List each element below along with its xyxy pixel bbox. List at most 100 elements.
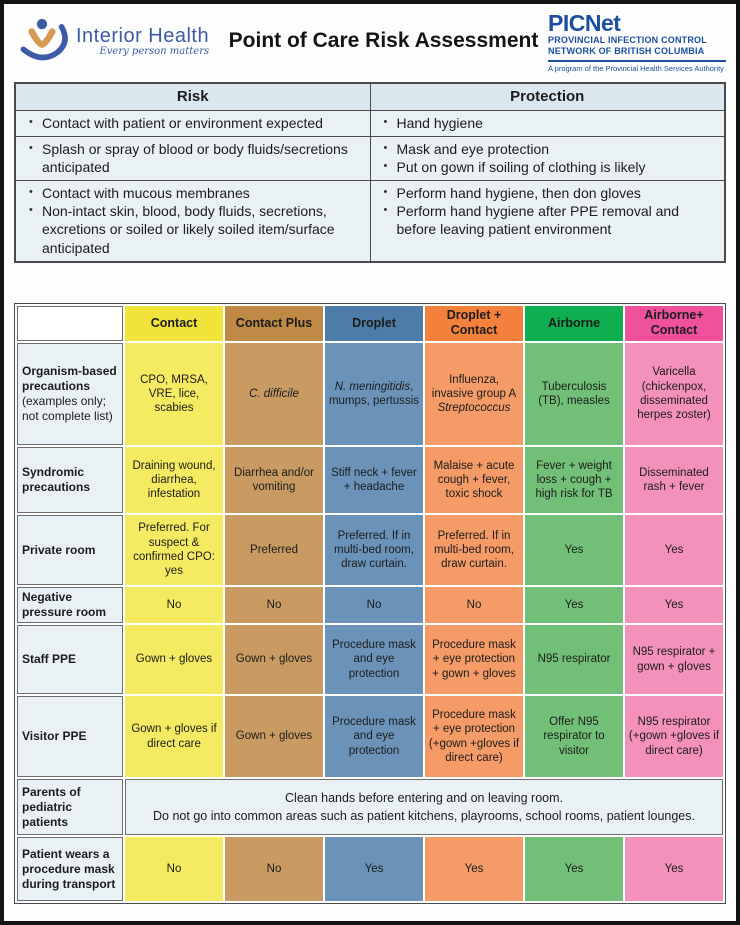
cell-syndromic-airborne: Fever + weight loss + cough + high risk … <box>525 447 623 514</box>
corner-cell <box>17 305 123 342</box>
cell-private-room-droplet-contact: Preferred. If in multi-bed room, draw cu… <box>425 515 523 586</box>
row-label-transport-mask: Patient wears a procedure mask during tr… <box>17 837 123 902</box>
row-label-staff-ppe: Staff PPE <box>17 625 123 695</box>
risk-cell: Contact with mucous membranes Non-intact… <box>14 180 371 263</box>
cell-organism-contact-plus: C. difficile <box>225 343 323 446</box>
picnet-line3: A program of the Provincial Health Servi… <box>548 63 724 73</box>
risk-row-3: Contact with mucous membranes Non-intact… <box>14 180 726 263</box>
risk-cell: Contact with patient or environment expe… <box>14 109 371 137</box>
row-label-syndromic: Syndromic precautions <box>17 447 123 514</box>
row-label-visitor-ppe: Visitor PPE <box>17 696 123 778</box>
cell-transport-mask-airborne: Yes <box>525 837 623 902</box>
cell-syndromic-contact-plus: Diarrhea and/or vomiting <box>225 447 323 514</box>
cell-syndromic-droplet-contact: Malaise + acute cough + fever, toxic sho… <box>425 447 523 514</box>
cell-visitor-ppe-airborne: Offer N95 respirator to visitor <box>525 696 623 778</box>
bullet-item: Hand hygiene <box>377 114 719 132</box>
col-header-contact: Contact <box>125 305 223 342</box>
cell-staff-ppe-droplet: Procedure mask and eye protection <box>325 625 423 695</box>
protection-header: Protection <box>369 82 726 111</box>
row-label-private-room: Private room <box>17 515 123 586</box>
header: Interior Health Every person matters Poi… <box>14 10 726 73</box>
protection-cell: Hand hygiene <box>369 109 726 137</box>
cell-private-room-airborne-contact: Yes <box>625 515 723 586</box>
private-room-row: Private room Preferred. For suspect & co… <box>17 515 723 586</box>
transport-mask-row: Patient wears a procedure mask during tr… <box>17 837 723 902</box>
risk-row-2: Splash or spray of blood or body fluids/… <box>14 135 726 182</box>
cell-visitor-ppe-contact-plus: Gown + gloves <box>225 696 323 778</box>
cell-organism-droplet: N. meningitidis, mumps, pertussis <box>325 343 423 446</box>
bullet-item: Perform hand hygiene after PPE removal a… <box>377 202 719 238</box>
cell-transport-mask-contact: No <box>125 837 223 902</box>
interior-health-logo: Interior Health Every person matters <box>14 15 219 68</box>
staff-ppe-row: Staff PPE Gown + gloves Gown + gloves Pr… <box>17 625 723 695</box>
risk-header: Risk <box>14 82 371 111</box>
interior-health-swoosh-icon <box>14 15 70 68</box>
column-header-row: Contact Contact Plus Droplet Droplet + C… <box>17 305 723 342</box>
cell-staff-ppe-contact-plus: Gown + gloves <box>225 625 323 695</box>
cell-syndromic-droplet: Stiff neck + fever + headache <box>325 447 423 514</box>
protection-cell: Perform hand hygiene, then don gloves Pe… <box>369 180 726 263</box>
cell-syndromic-airborne-contact: Disseminated rash + fever <box>625 447 723 514</box>
cell-negative-pressure-contact: No <box>125 587 223 624</box>
cell-transport-mask-airborne-contact: Yes <box>625 837 723 902</box>
organism-row: Organism-based precautions (examples onl… <box>17 343 723 446</box>
interior-health-name: Interior Health <box>76 25 210 47</box>
bullet-item: Perform hand hygiene, then don gloves <box>377 184 719 202</box>
cell-organism-airborne: Tuberculosis (TB), measles <box>525 343 623 446</box>
risk-protection-table: Risk Protection Contact with patient or … <box>14 82 726 263</box>
bullet-item: Contact with mucous membranes <box>22 184 364 202</box>
row-label-organism-note: (examples only; not complete list) <box>22 394 113 424</box>
parents-row: Parents of pediatric patients Clean hand… <box>17 779 723 836</box>
cell-private-room-contact-plus: Preferred <box>225 515 323 586</box>
picnet-line1: PROVINCIAL INFECTION CONTROL <box>548 35 707 45</box>
page-title: Point of Care Risk Assessment <box>228 29 539 52</box>
picnet-logo: PICNet PROVINCIAL INFECTION CONTROL NETW… <box>548 10 726 73</box>
bullet-item: Contact with patient or environment expe… <box>22 114 364 132</box>
bullet-item: Put on gown if soiling of clothing is li… <box>377 158 719 176</box>
row-label-negative-pressure: Negative pressure room <box>17 587 123 624</box>
parents-line-1: Clean hands before entering and on leavi… <box>285 790 563 805</box>
cell-transport-mask-droplet: Yes <box>325 837 423 902</box>
cell-visitor-ppe-airborne-contact: N95 respirator (+gown +gloves if direct … <box>625 696 723 778</box>
col-header-contact-plus: Contact Plus <box>225 305 323 342</box>
col-header-droplet-contact: Droplet + Contact <box>425 305 523 342</box>
risk-cell: Splash or spray of blood or body fluids/… <box>14 135 371 182</box>
cell-organism-contact: CPO, MRSA, VRE, lice, scabies <box>125 343 223 446</box>
cell-staff-ppe-airborne-contact: N95 respirator + gown + gloves <box>625 625 723 695</box>
cell-transport-mask-droplet-contact: Yes <box>425 837 523 902</box>
col-header-airborne: Airborne <box>525 305 623 342</box>
picnet-name: PICNet <box>548 10 621 36</box>
cell-organism-airborne-contact: Varicella (chickenpox, disseminated herp… <box>625 343 723 446</box>
cell-organism-droplet-contact: Influenza, invasive group A Streptococcu… <box>425 343 523 446</box>
cell-staff-ppe-contact: Gown + gloves <box>125 625 223 695</box>
row-label-organism: Organism-based precautions (examples onl… <box>17 343 123 446</box>
cell-visitor-ppe-droplet: Procedure mask and eye protection <box>325 696 423 778</box>
cell-syndromic-contact: Draining wound, diarrhea, infestation <box>125 447 223 514</box>
bullet-item: Non-intact skin, blood, body fluids, sec… <box>22 202 364 257</box>
syndromic-row: Syndromic precautions Draining wound, di… <box>17 447 723 514</box>
cell-staff-ppe-airborne: N95 respirator <box>525 625 623 695</box>
negative-pressure-row: Negative pressure room No No No No Yes Y… <box>17 587 723 624</box>
row-label-parents: Parents of pediatric patients <box>17 779 123 836</box>
protection-cell: Mask and eye protection Put on gown if s… <box>369 135 726 182</box>
cell-negative-pressure-airborne-contact: Yes <box>625 587 723 624</box>
cell-negative-pressure-droplet-contact: No <box>425 587 523 624</box>
cell-staff-ppe-droplet-contact: Procedure mask + eye protection + gown +… <box>425 625 523 695</box>
col-header-airborne-contact: Airborne+ Contact <box>625 305 723 342</box>
bullet-item: Mask and eye protection <box>377 140 719 158</box>
parents-line-2: Do not go into common areas such as pati… <box>153 809 695 824</box>
picnet-line2: NETWORK OF BRITISH COLUMBIA <box>548 46 705 57</box>
cell-parents-span: Clean hands before entering and on leavi… <box>125 779 723 836</box>
bullet-item: Splash or spray of blood or body fluids/… <box>22 140 364 176</box>
col-header-droplet: Droplet <box>325 305 423 342</box>
precautions-table: Contact Contact Plus Droplet Droplet + C… <box>14 302 726 905</box>
cell-transport-mask-contact-plus: No <box>225 837 323 902</box>
picnet-divider <box>548 59 726 62</box>
visitor-ppe-row: Visitor PPE Gown + gloves if direct care… <box>17 696 723 778</box>
cell-visitor-ppe-droplet-contact: Procedure mask + eye protection (+gown +… <box>425 696 523 778</box>
cell-private-room-contact: Preferred. For suspect & confirmed CPO: … <box>125 515 223 586</box>
risk-row-1: Contact with patient or environment expe… <box>14 109 726 137</box>
cell-negative-pressure-contact-plus: No <box>225 587 323 624</box>
cell-negative-pressure-droplet: No <box>325 587 423 624</box>
